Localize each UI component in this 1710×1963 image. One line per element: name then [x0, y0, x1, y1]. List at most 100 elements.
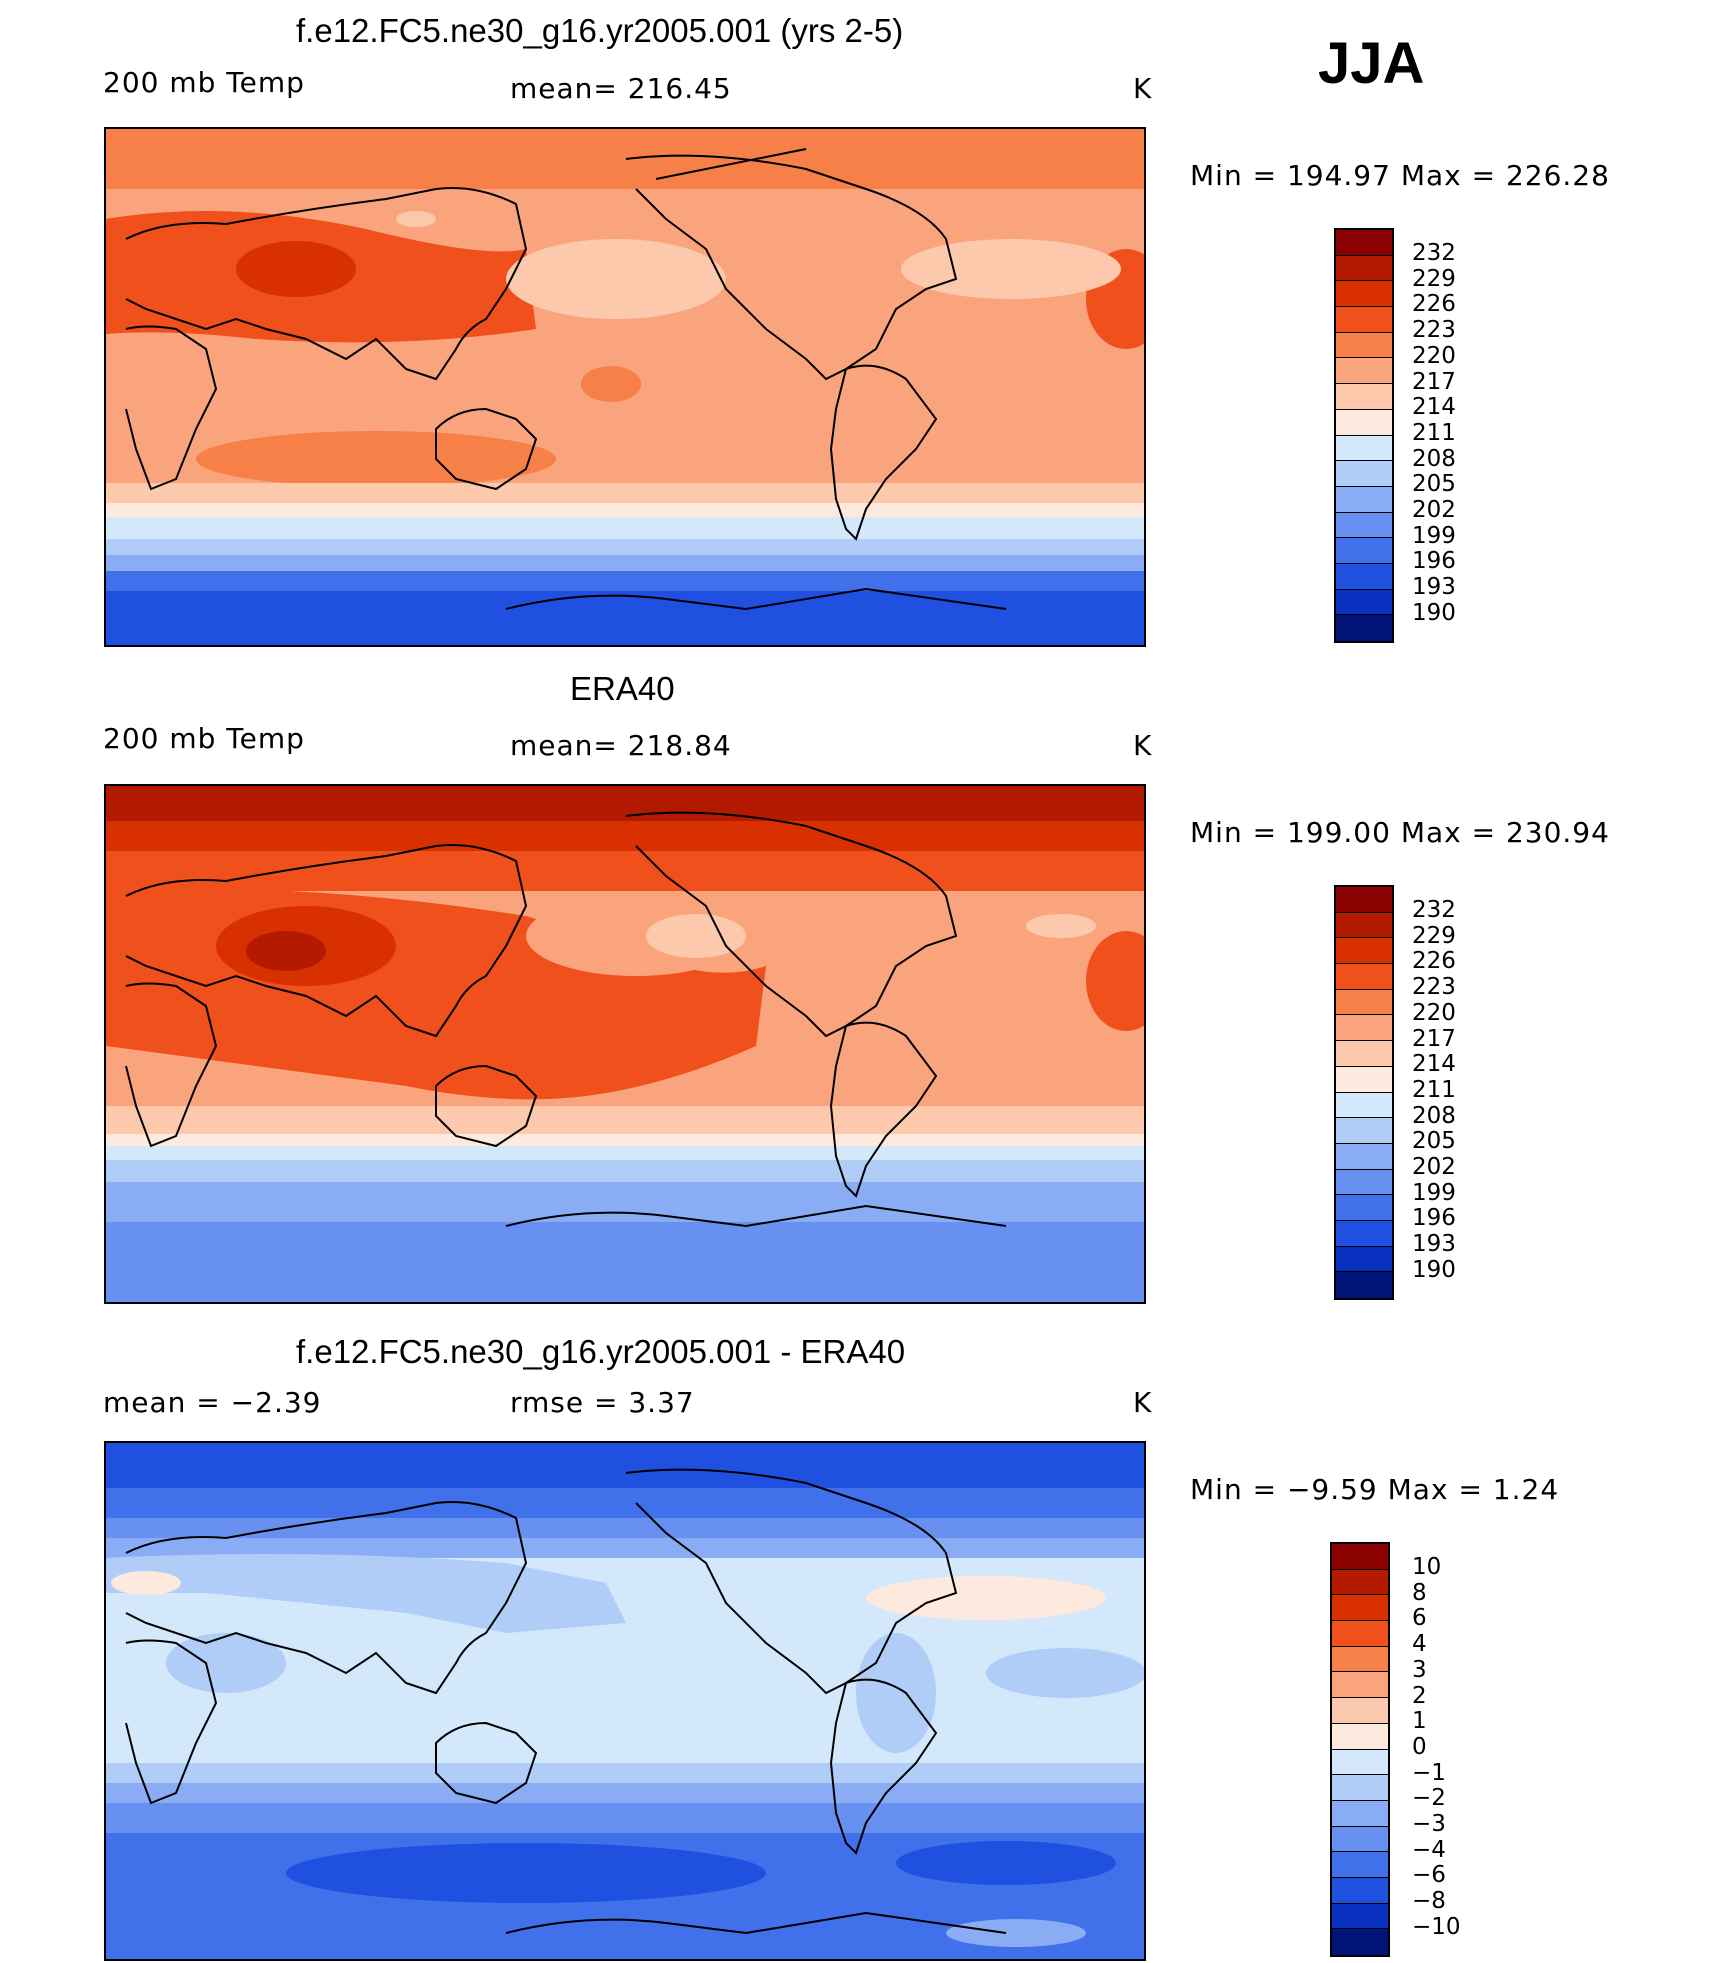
colorbar-tick: 223 [1412, 317, 1456, 344]
swatch-223 [1336, 964, 1392, 990]
swatch-217 [1336, 358, 1392, 385]
swatch-0 [1332, 1723, 1388, 1750]
panel-1-colorbar [1334, 228, 1394, 643]
band-s1 [106, 1106, 1144, 1134]
coastlines [125, 1468, 1007, 1935]
panel-3-map [104, 1441, 1146, 1961]
colorbar-tick: 1 [1412, 1708, 1427, 1735]
colorbar-tick: 214 [1412, 1051, 1456, 1078]
swatch-196 [1336, 1195, 1392, 1221]
swatch-205 [1336, 1118, 1392, 1144]
swatch-208 [1336, 1092, 1392, 1119]
band-s4 [106, 539, 1144, 555]
coastlines [125, 148, 1007, 611]
colorbar-tick: 202 [1412, 497, 1456, 524]
colorbar-tick: 2 [1412, 1682, 1427, 1709]
cool-region-south-america [856, 1633, 936, 1753]
panel-3-title: f.e12.FC5.ne30_g16.yr2005.001 - ERA40 [296, 1333, 906, 1370]
band-s2 [106, 503, 1144, 517]
swatch-minus-1 [1332, 1749, 1388, 1776]
swatch-3 [1332, 1646, 1388, 1673]
colorbar-tick: 3 [1412, 1656, 1427, 1683]
band-s5 [106, 1182, 1144, 1222]
band-s4 [106, 1160, 1144, 1182]
colorbar-tick: −10 [1412, 1913, 1461, 1940]
swatch-229 [1336, 912, 1392, 939]
colorbar-tick: 0 [1412, 1733, 1427, 1760]
cool-core-north-atlantic [1026, 914, 1096, 938]
panel-2-colorbar-labels: 232 229 226 223 220 217 214 211 208 205 … [1412, 897, 1456, 1284]
swatch-minus-8 [1332, 1877, 1388, 1904]
colorbar-tick: −6 [1412, 1862, 1446, 1889]
swatch-minus-6 [1332, 1852, 1388, 1878]
polar-band-north-3 [106, 1518, 1144, 1538]
swatch-211 [1336, 409, 1392, 436]
swatch-minus-10 [1332, 1903, 1388, 1930]
panel-3-minmax-label: Min = −9.59 Max = 1.24 [1190, 1473, 1560, 1506]
warm-core-tibet [236, 241, 356, 297]
cold-region-south-pacific [286, 1843, 766, 1903]
colorbar-tick: −4 [1412, 1836, 1446, 1863]
panel-1-variable-label: 200 mb Temp [103, 66, 305, 99]
swatch-10 [1332, 1544, 1388, 1570]
swatch-226 [1336, 938, 1392, 965]
warm-region-south-indian [196, 431, 556, 487]
swatch-base [1332, 1929, 1388, 1955]
swatch-193 [1336, 563, 1392, 590]
cool-region-north-atlantic [876, 896, 1116, 956]
swatch-base [1336, 615, 1392, 641]
panel-2-title: ERA40 [570, 670, 675, 707]
colorbar-tick: −8 [1412, 1888, 1446, 1915]
swatch-190 [1336, 589, 1392, 616]
swatch-232 [1336, 230, 1392, 256]
cold-region-south-atlantic [896, 1841, 1116, 1885]
warm-region-atlantic [1086, 931, 1144, 1031]
swatch-minus-4 [1332, 1826, 1388, 1853]
colorbar-tick: 6 [1412, 1605, 1427, 1632]
swatch-220 [1336, 332, 1392, 359]
swatch-6 [1332, 1595, 1388, 1622]
polar-band-north-3 [106, 851, 1144, 891]
band-s6 [106, 571, 1144, 591]
colorbar-tick: 4 [1412, 1631, 1427, 1658]
colorbar-tick: 229 [1412, 922, 1456, 949]
swatch-202 [1336, 486, 1392, 513]
swatch-232 [1336, 887, 1392, 913]
swatch-226 [1336, 281, 1392, 308]
panel-2-map [104, 784, 1146, 1304]
colorbar-tick: −3 [1412, 1811, 1446, 1838]
panel-1-minmax-label: Min = 194.97 Max = 226.28 [1190, 159, 1610, 192]
colorbar-tick: 205 [1412, 471, 1456, 498]
swatch-190 [1336, 1246, 1392, 1273]
panel-1-title: f.e12.FC5.ne30_g16.yr2005.001 (yrs 2-5) [296, 12, 904, 49]
cool-region-north-atlantic [901, 239, 1121, 299]
panel-1-map [104, 127, 1146, 647]
colorbar-tick: 223 [1412, 974, 1456, 1001]
colorbar-tick: 193 [1412, 574, 1456, 601]
colorbar-tick: 229 [1412, 265, 1456, 292]
swatch-8 [1332, 1569, 1388, 1596]
band-s5 [106, 555, 1144, 571]
colorbar-tick: 193 [1412, 1231, 1456, 1258]
swatch-199 [1336, 512, 1392, 539]
panel-2-mean-label: mean= 218.84 [510, 729, 732, 762]
swatch-214 [1336, 384, 1392, 410]
band-s2 [106, 1134, 1144, 1146]
colorbar-tick: 208 [1412, 1102, 1456, 1129]
colorbar-tick: 214 [1412, 394, 1456, 421]
swatch-1 [1332, 1698, 1388, 1724]
colorbar-tick: 211 [1412, 419, 1456, 446]
swatch-214 [1336, 1041, 1392, 1067]
panel-2-colorbar [1334, 885, 1394, 1300]
warm-region-pacific [581, 366, 641, 402]
swatch-196 [1336, 538, 1392, 564]
colorbar-tick: 232 [1412, 240, 1456, 266]
colorbar-tick: 199 [1412, 522, 1456, 549]
swatch-208 [1336, 435, 1392, 462]
swatch-202 [1336, 1143, 1392, 1170]
colorbar-tick: 220 [1412, 999, 1456, 1026]
warm-spot-tibet [246, 931, 326, 971]
cool-core-north-pacific [646, 914, 746, 958]
band-s1 [106, 483, 1144, 503]
panel-3-rmse-label: rmse = 3.37 [510, 1386, 695, 1419]
